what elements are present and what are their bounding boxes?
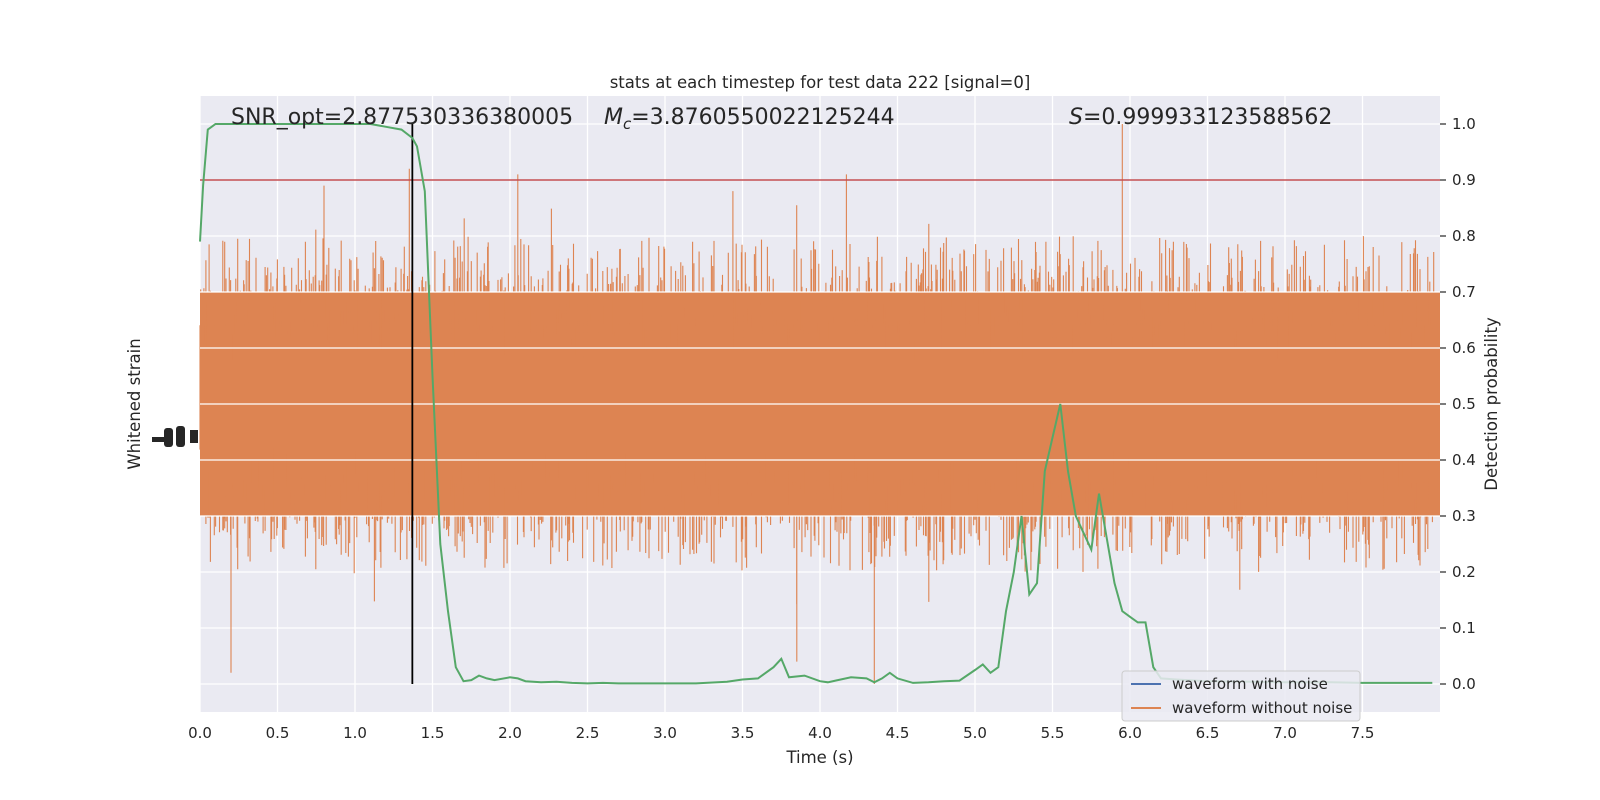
left-y-axis-label: Whitened strain [125,338,144,469]
y-tick-label: 0.5 [1452,395,1476,413]
x-tick-label: 2.0 [498,724,522,742]
x-tick-label: 4.5 [886,724,910,742]
x-tick-label: 2.5 [576,724,600,742]
y-tick-label: 0.3 [1452,507,1476,525]
y-tick-label: 0.4 [1452,451,1476,469]
y-tick-label: 0.0 [1452,675,1476,693]
strain-trace [199,124,1437,684]
y-tick-label: 1.0 [1452,115,1476,133]
x-tick-label: 0.0 [188,724,212,742]
x-tick-label: 3.5 [731,724,755,742]
x-tick-label: 3.0 [653,724,677,742]
y-tick-label: 0.9 [1452,171,1476,189]
x-tick-label: 6.0 [1118,724,1142,742]
legend: waveform with noise waveform without noi… [1121,670,1361,722]
left-axis-overlapped-ticks [152,426,198,447]
x-tick-label: 1.0 [343,724,367,742]
x-tick-label: 5.5 [1041,724,1065,742]
right-y-axis-label: Detection probability [1482,317,1501,491]
snr-annotation: SNR_opt=2.877530336380005 [231,105,573,130]
legend-box [1121,670,1361,722]
y-tick-label: 0.2 [1452,563,1476,581]
x-tick-label: 6.5 [1196,724,1220,742]
strain-series-without-noise [199,124,1440,684]
score-annotation: S=0.999933123588562 [1069,105,1332,130]
chart-title: stats at each timestep for test data 222… [610,73,1031,92]
chirp-mass-annotation: Mc=3.8760550022125244 [604,105,895,133]
legend-label-without-noise: waveform without noise [1172,699,1352,717]
y-tick-label: 0.6 [1452,339,1476,357]
right-y-tick-labels: 0.0 0.1 0.2 0.3 0.4 0.5 0.6 0.7 0.8 0.9 1.0 [1440,115,1476,693]
x-tick-label: 1.5 [421,724,445,742]
x-tick-label: 7.5 [1351,724,1375,742]
x-axis-label: Time (s) [785,748,853,767]
chirp-mass-subscript: c [623,115,632,133]
y-tick-label: 0.7 [1452,283,1476,301]
y-tick-label: 0.8 [1452,227,1476,245]
score-value: =0.999933123588562 [1083,105,1332,130]
x-tick-label: 7.0 [1273,724,1297,742]
x-tick-label: 4.0 [808,724,832,742]
y-tick-label: 0.1 [1452,619,1476,637]
detection-probability-line [199,123,1433,685]
legend-label-with-noise: waveform with noise [1172,675,1328,693]
score-symbol: S [1069,105,1083,130]
chirp-mass-symbol: M [604,105,623,130]
x-tick-label: 5.0 [963,724,987,742]
x-tick-label: 0.5 [266,724,290,742]
x-tick-labels: 0.0 0.5 1.0 1.5 2.0 2.5 3.0 3.5 4.0 4.5 5.0 5.5 6.0 6… [188,724,1374,742]
chirp-mass-value: =3.8760550022125244 [631,105,894,130]
